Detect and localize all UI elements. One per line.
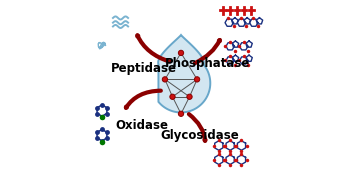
Circle shape <box>162 77 168 82</box>
Text: Glycosidase: Glycosidase <box>160 129 239 142</box>
FancyArrowPatch shape <box>137 35 170 62</box>
FancyArrowPatch shape <box>195 40 220 63</box>
FancyArrowPatch shape <box>189 114 206 141</box>
Text: Peptidase: Peptidase <box>111 62 177 74</box>
Circle shape <box>187 94 192 99</box>
Text: Oxidase: Oxidase <box>116 119 169 132</box>
Circle shape <box>178 50 184 56</box>
Text: Phosphatase: Phosphatase <box>165 57 250 70</box>
FancyArrowPatch shape <box>126 91 161 108</box>
Circle shape <box>178 111 184 116</box>
Circle shape <box>194 77 200 82</box>
Polygon shape <box>158 35 210 112</box>
Circle shape <box>170 94 175 99</box>
